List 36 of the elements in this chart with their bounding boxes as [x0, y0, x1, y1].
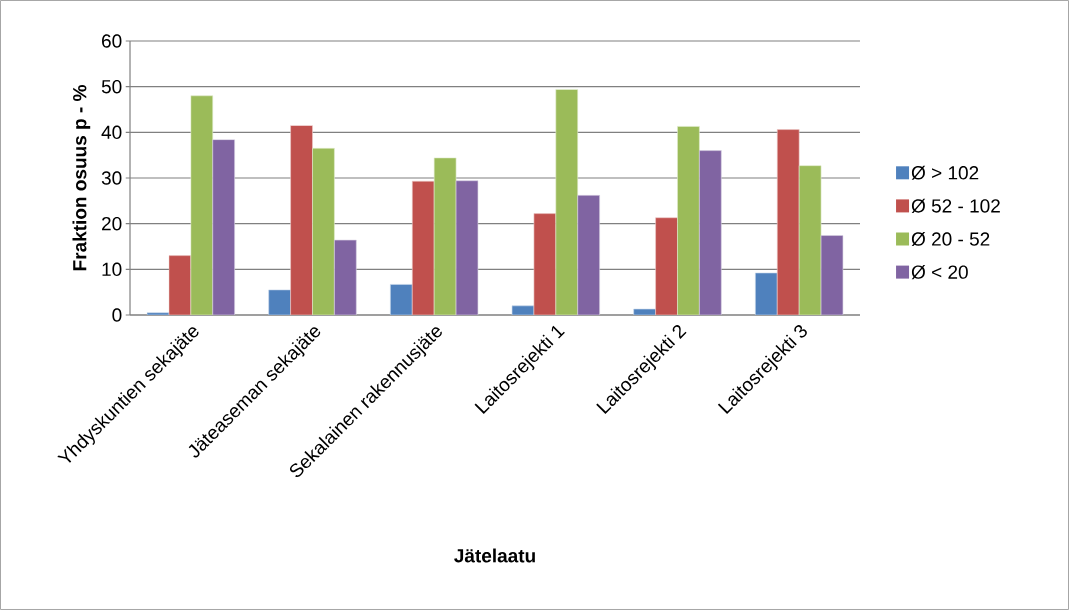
y-tick-label: 30: [101, 171, 122, 185]
y-tick-label: 40: [101, 125, 122, 140]
y-tick-label: 10: [102, 262, 122, 277]
bar: [290, 125, 313, 315]
bar: [699, 150, 722, 315]
bar: [820, 235, 844, 315]
bar: [555, 89, 579, 315]
bar: [798, 165, 822, 315]
bar: [655, 217, 678, 315]
bar: [190, 95, 214, 315]
legend-label: Ø 20 - 52: [911, 231, 990, 247]
y-tick-label: 60: [102, 34, 122, 48]
bar: [146, 312, 170, 315]
bar: [533, 213, 557, 315]
bar: [455, 180, 479, 315]
bar: [268, 289, 291, 315]
x-axis-title: Jätelaatu: [454, 548, 535, 563]
bar: [433, 157, 457, 315]
y-tick-label: 20: [102, 216, 122, 231]
bar: [677, 126, 700, 315]
bar: [334, 239, 357, 315]
bar: [633, 308, 656, 315]
bar: [511, 305, 535, 315]
bar: [390, 284, 413, 315]
y-axis-title: Fraktion osuus p - %: [72, 85, 91, 271]
bar: [755, 272, 778, 315]
bar: [212, 139, 235, 315]
bar: [776, 129, 800, 315]
bar: [411, 180, 435, 315]
bar: [312, 148, 335, 315]
legend-label: Ø 52 - 102: [911, 198, 1000, 213]
legend-label: Ø < 20: [911, 265, 968, 280]
legend-label: Ø > 102: [911, 165, 979, 180]
bar: [577, 195, 600, 315]
y-tick-label: 50: [101, 79, 122, 94]
y-tick-label: 0: [112, 308, 122, 322]
